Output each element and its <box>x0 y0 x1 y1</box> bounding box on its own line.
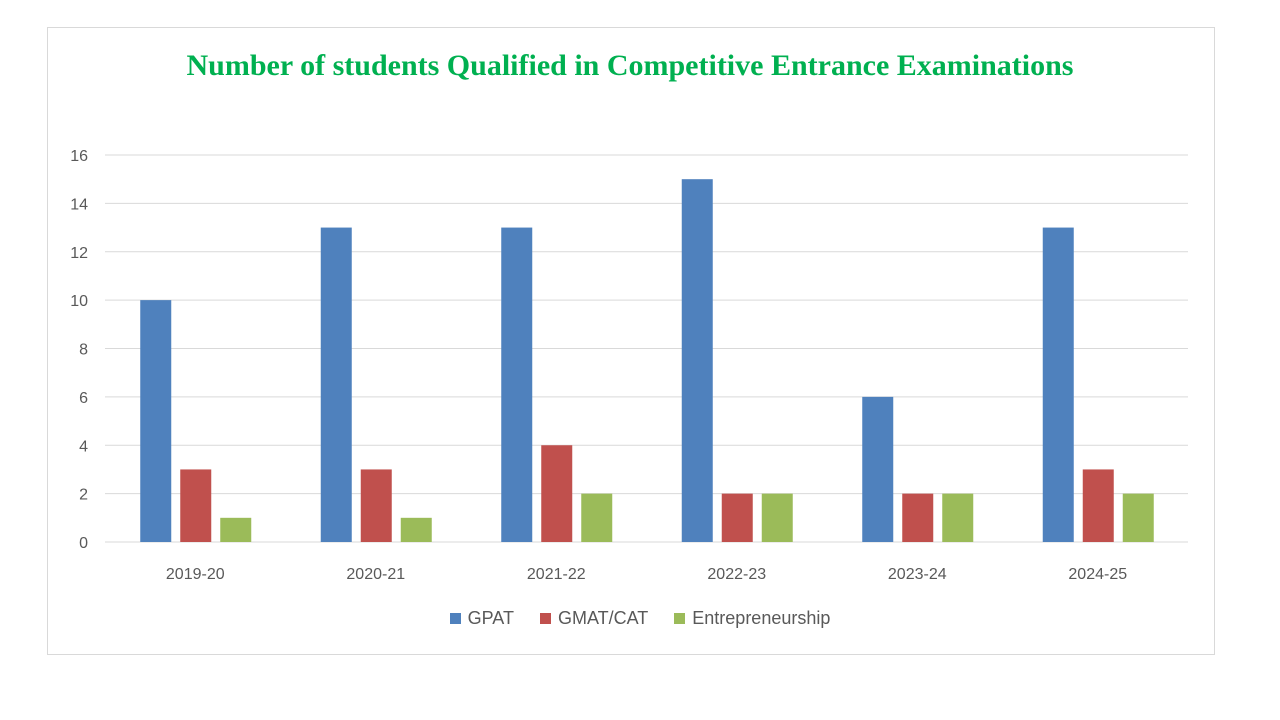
x-tick-label: 2022-23 <box>707 566 766 583</box>
legend-item: GPAT <box>449 608 514 629</box>
legend-label: GMAT/CAT <box>557 608 649 628</box>
bar-entrepreneurship-2024-25 <box>1122 493 1154 542</box>
bar-gmat-cat-2023-24 <box>902 493 934 542</box>
bar-gpat-2024-25 <box>1042 227 1074 542</box>
bar-gpat-2021-22 <box>501 227 533 542</box>
bar-entrepreneurship-2022-23 <box>761 493 793 542</box>
x-tick-label: 2019-20 <box>166 566 225 583</box>
legend: GPAT GMAT/CAT Entrepreneurship <box>0 608 1280 629</box>
bar-gmat-cat-2024-25 <box>1082 469 1114 542</box>
bar-entrepreneurship-2021-22 <box>581 493 613 542</box>
chart-title: Number of students Qualified in Competit… <box>186 49 1074 82</box>
legend-item: Entrepreneurship <box>674 608 830 629</box>
bar-gmat-cat-2021-22 <box>541 445 573 542</box>
x-tick-label: 2021-22 <box>527 566 586 583</box>
bar-gpat-2020-21 <box>320 227 352 542</box>
y-tick-label: 14 <box>70 196 88 213</box>
y-tick-label: 16 <box>70 148 88 165</box>
legend-swatch <box>449 613 461 624</box>
bar-gmat-cat-2020-21 <box>360 469 392 542</box>
y-tick-label: 8 <box>79 342 88 359</box>
y-tick-label: 0 <box>79 535 88 552</box>
legend-swatch <box>539 613 551 624</box>
legend-swatch <box>674 613 686 624</box>
bar-gpat-2019-20 <box>140 300 172 542</box>
y-tick-label: 12 <box>70 245 88 262</box>
y-tick-label: 4 <box>79 438 88 455</box>
bar-entrepreneurship-2023-24 <box>942 493 974 542</box>
legend-label: GPAT <box>467 608 514 628</box>
x-tick-label: 2020-21 <box>346 566 405 583</box>
x-tick-label: 2023-24 <box>888 566 947 583</box>
bar-gmat-cat-2022-23 <box>721 493 753 542</box>
bar-gpat-2022-23 <box>681 179 713 542</box>
y-tick-label: 10 <box>70 293 88 310</box>
bar-entrepreneurship-2020-21 <box>400 517 432 542</box>
y-tick-label: 6 <box>79 390 88 407</box>
y-tick-label: 2 <box>79 487 88 504</box>
bar-gpat-2023-24 <box>862 396 894 542</box>
legend-label: Entrepreneurship <box>692 608 831 628</box>
legend-item: GMAT/CAT <box>539 608 649 629</box>
bar-gmat-cat-2019-20 <box>180 469 212 542</box>
x-tick-label: 2024-25 <box>1068 566 1127 583</box>
bar-entrepreneurship-2019-20 <box>220 517 252 542</box>
chart-frame <box>47 27 1215 655</box>
